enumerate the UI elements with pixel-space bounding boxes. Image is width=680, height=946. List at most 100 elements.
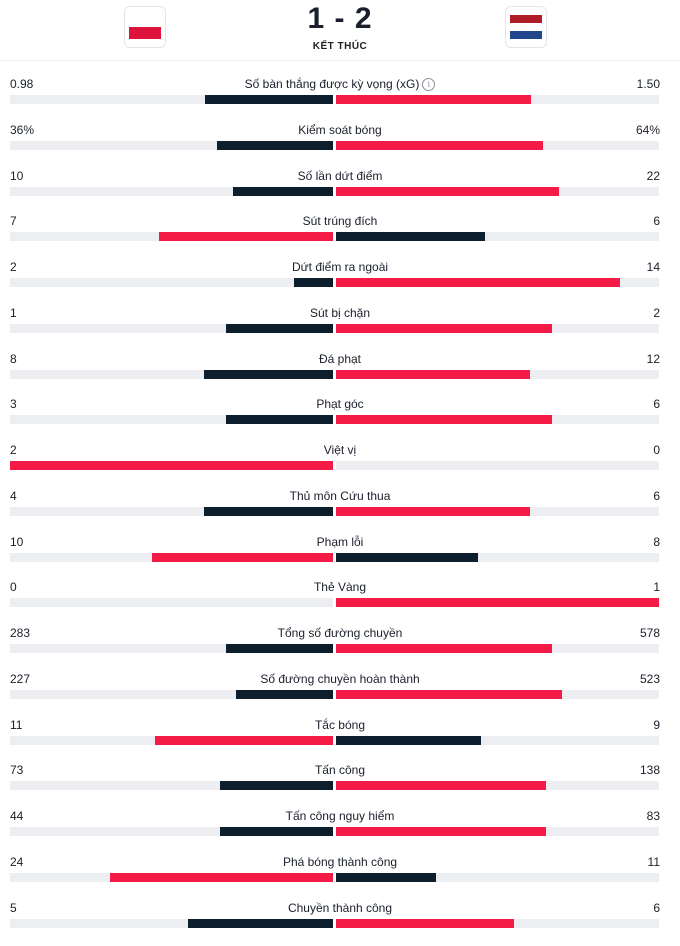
home-stat-value: 36%	[10, 122, 35, 137]
away-stat-bar	[336, 323, 553, 333]
stat-name: Đá phạt	[0, 351, 680, 367]
home-stat-bar	[219, 827, 333, 836]
home-stat-bar	[155, 735, 333, 745]
home-stat-value: 0.98	[10, 77, 34, 91]
away-stat-bar	[336, 552, 479, 562]
info-icon[interactable]: i	[422, 78, 436, 91]
home-stat-value: 44	[10, 809, 24, 823]
home-stat-value: 283	[10, 626, 31, 640]
home-stat-bar	[232, 186, 333, 196]
away-stat-track	[336, 323, 659, 333]
home-stat-bar	[187, 918, 333, 928]
home-stat-value: 0	[10, 580, 17, 595]
stat-name-text: Sút bị chặn	[309, 305, 371, 320]
away-stat-track	[336, 735, 659, 745]
home-stat-bar	[226, 644, 333, 653]
away-stat-bar	[336, 918, 514, 928]
away-stat-value: 1.50	[636, 77, 660, 91]
away-stat-value: 6	[653, 397, 660, 412]
away-stat-track	[336, 827, 659, 836]
match-header: 1 - 2 KẾT THÚC	[0, 0, 680, 61]
home-stat-value: 5	[10, 900, 17, 915]
home-stat-value: 2	[10, 443, 17, 457]
home-stat-track	[10, 140, 333, 150]
stat-name-text: Đá phạt	[318, 351, 362, 366]
stat-row: 11 Tắc bóng 9	[0, 717, 680, 763]
away-stat-bar	[336, 278, 621, 287]
stat-row: 2 Dứt điểm ra ngoài 14	[0, 259, 680, 305]
away-stat-bar	[336, 140, 543, 150]
away-stat-bar	[336, 95, 532, 104]
home-stat-track	[10, 461, 333, 470]
stat-row: 36% Kiểm soát bóng 64%	[0, 122, 680, 168]
stat-name-text: Số lần dứt điểm	[297, 168, 383, 183]
away-stat-track	[336, 598, 659, 608]
stat-name-text: Việt vị	[323, 443, 357, 457]
stat-row: 0 Thẻ Vàng 1	[0, 579, 680, 625]
home-stat-value: 8	[10, 351, 17, 366]
home-stat-track	[10, 369, 333, 379]
away-stat-track	[336, 232, 659, 242]
away-stat-bar	[336, 415, 553, 425]
home-stat-bar	[216, 140, 333, 150]
away-stat-track	[336, 95, 659, 104]
stat-name: Số bàn thắng được kỳ vọng (xG) i	[0, 76, 680, 92]
away-stat-value: 6	[653, 214, 660, 229]
away-stat-value: 0	[653, 443, 660, 457]
stat-name: Sút bị chặn	[0, 305, 680, 321]
home-stat-value: 227	[10, 671, 31, 686]
home-stat-track	[10, 323, 333, 333]
away-stat-value: 12	[646, 351, 660, 366]
home-stat-bar	[205, 95, 333, 104]
home-stat-track	[10, 95, 333, 104]
home-stat-track	[10, 735, 333, 745]
stat-name-text: Dứt điểm ra ngoài	[291, 260, 389, 274]
stat-row: 2 Việt vị 0	[0, 442, 680, 488]
away-team-flag[interactable]	[505, 6, 547, 48]
stat-row: 24 Phá bóng thành công 11	[0, 854, 680, 900]
stat-name-text: Tấn công nguy hiểm	[285, 809, 395, 823]
stat-row: 4 Thủ môn Cứu thua 6	[0, 488, 680, 534]
away-stat-track	[336, 278, 659, 287]
stat-name-text: Tắc bóng	[314, 717, 366, 732]
poland-flag-icon	[129, 15, 161, 39]
away-stat-bar	[336, 232, 485, 242]
away-stat-value: 523	[639, 671, 660, 686]
home-stat-track	[10, 644, 333, 653]
stat-name-text: Sút trúng đích	[302, 214, 378, 229]
away-stat-value: 138	[639, 763, 660, 778]
away-stat-value: 22	[646, 168, 660, 183]
home-stat-value: 10	[10, 534, 24, 549]
home-stat-track	[10, 186, 333, 196]
away-stat-bar	[336, 781, 546, 791]
away-stat-value: 6	[653, 488, 660, 503]
home-stat-track	[10, 232, 333, 242]
away-stat-value: 2	[653, 305, 660, 320]
home-stat-track	[10, 872, 333, 882]
stat-name: Sút trúng đích	[0, 213, 680, 229]
stat-row: 44 Tấn công nguy hiểm 83	[0, 808, 680, 854]
away-stat-bar	[336, 644, 553, 653]
home-team-flag[interactable]	[124, 6, 166, 48]
home-stat-value: 2	[10, 260, 17, 274]
home-stat-bar	[10, 461, 333, 470]
away-stat-track	[336, 918, 659, 928]
away-stat-value: 9	[653, 717, 660, 732]
home-stat-bar	[203, 369, 333, 379]
away-stat-track	[336, 461, 659, 470]
away-stat-value: 8	[653, 534, 660, 549]
away-stat-bar	[336, 186, 559, 196]
away-stat-value: 6	[653, 900, 660, 915]
home-stat-value: 24	[10, 854, 24, 869]
stat-row: 0.98 Số bàn thắng được kỳ vọng (xG) i 1.50	[0, 76, 680, 122]
stat-name: Tấn công	[0, 762, 680, 778]
away-stat-bar	[336, 369, 530, 379]
away-stat-value: 1	[653, 580, 660, 595]
away-stat-track	[336, 644, 659, 653]
home-stat-value: 4	[10, 488, 17, 503]
stat-row: 1 Sút bị chặn 2	[0, 305, 680, 351]
home-stat-track	[10, 506, 333, 516]
home-stat-value: 3	[10, 397, 17, 412]
away-stat-track	[336, 415, 659, 425]
away-stat-value: 64%	[635, 122, 660, 137]
